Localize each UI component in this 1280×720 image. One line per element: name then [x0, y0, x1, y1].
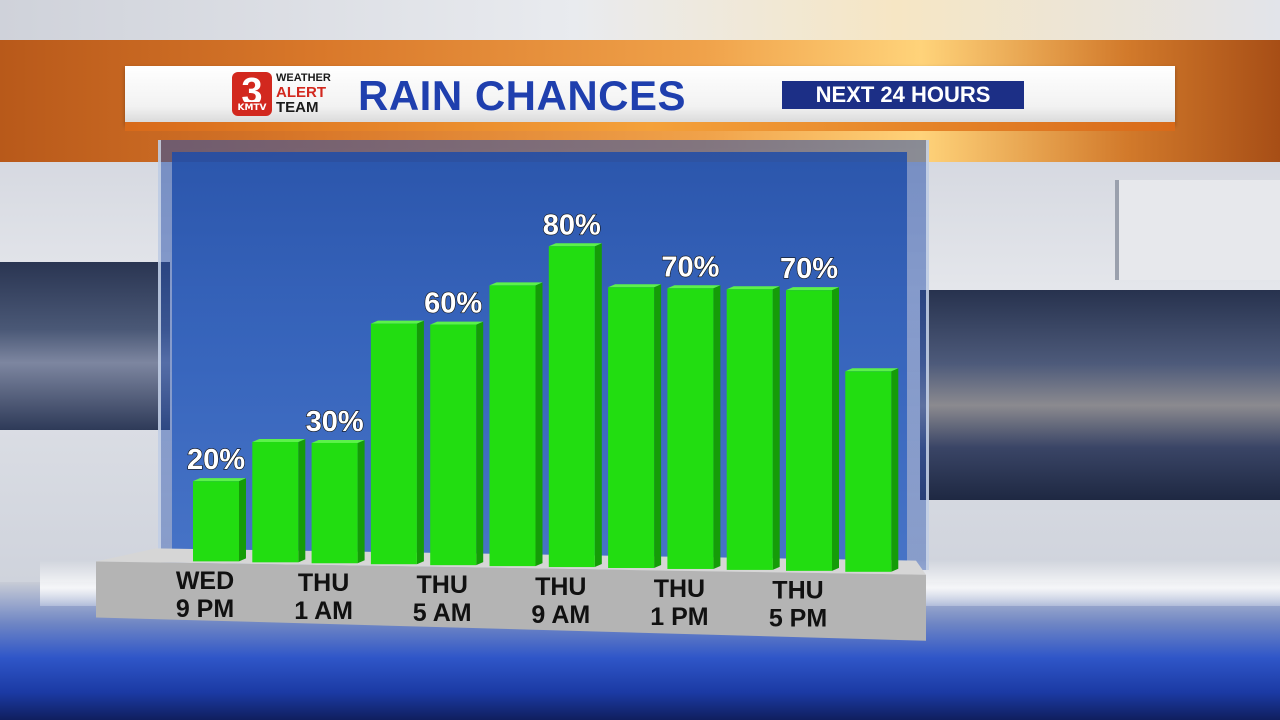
- x-tick-label: THU 5 AM: [413, 571, 472, 627]
- x-tick-label: THU 5 PM: [769, 577, 827, 633]
- logo-team-text: WEATHER ALERT TEAM: [276, 72, 354, 116]
- bar: [548, 243, 602, 568]
- bar-top: [489, 282, 543, 286]
- bar-front: [311, 442, 358, 564]
- station-logo: 3 KMTV WEATHER ALERT TEAM: [232, 72, 354, 116]
- bar-top: [667, 285, 721, 289]
- bar-side: [476, 321, 484, 566]
- bar-top: [193, 478, 246, 482]
- background-top: [0, 0, 1280, 40]
- logo-line-alert: ALERT: [276, 84, 326, 101]
- bar-side: [772, 286, 780, 570]
- chart-subtitle: NEXT 24 HOURS: [782, 81, 1024, 109]
- background-sky-right: [920, 290, 1280, 500]
- bar-front: [608, 287, 655, 569]
- logo-line-team: TEAM: [276, 99, 319, 116]
- bar-side: [416, 320, 424, 565]
- bar-front: [430, 324, 477, 566]
- bar-top: [370, 320, 424, 324]
- bar: [370, 320, 424, 565]
- chart-title: RAIN CHANCES: [358, 72, 687, 119]
- bar-top: [786, 287, 839, 291]
- bar-side: [891, 368, 899, 572]
- bar-top: [252, 439, 306, 443]
- bar: [608, 284, 662, 569]
- bar: [786, 287, 839, 571]
- bar-side: [832, 287, 839, 571]
- data-label: 70%: [661, 251, 719, 283]
- data-label: 60%: [424, 288, 482, 320]
- bar-front: [489, 285, 536, 567]
- data-label: 20%: [187, 444, 245, 476]
- bar-side: [357, 439, 365, 564]
- bar-front: [548, 246, 595, 568]
- bar-front: [370, 323, 417, 565]
- data-label: 70%: [780, 253, 838, 285]
- bar-top: [726, 286, 780, 290]
- bar: [845, 368, 899, 572]
- x-tick-label: WED 9 PM: [176, 567, 234, 623]
- bar-front: [252, 442, 299, 563]
- x-tick-labels: WED 9 PM THU 1 AM THU 5 AM THU 9 AM THU 1 PM THU 5 …: [176, 567, 827, 632]
- bar-side: [298, 439, 306, 563]
- logo-line-weather: WEATHER: [276, 72, 331, 84]
- data-label: 30%: [306, 406, 364, 438]
- bar-top: [548, 243, 602, 247]
- bar: [667, 285, 721, 569]
- bar: [726, 286, 780, 570]
- background-sky-left: [0, 262, 170, 430]
- bar-side: [535, 282, 543, 567]
- x-tick-label: THU 9 AM: [531, 573, 590, 629]
- bar-top: [845, 368, 899, 372]
- bar-side: [654, 284, 662, 569]
- bar: [252, 439, 306, 563]
- bar-side: [594, 243, 602, 568]
- bar-top: [430, 321, 484, 325]
- bar-side: [713, 285, 721, 569]
- x-tick-label: THU 1 PM: [650, 575, 708, 631]
- bar: [193, 478, 246, 562]
- bar-side: [239, 478, 246, 562]
- data-labels: 20% 30% 60% 80% 70% 70%: [186, 209, 838, 477]
- x-tick-label: THU 1 AM: [294, 569, 353, 625]
- bar-front: [845, 371, 892, 572]
- bar-front: [667, 288, 714, 569]
- chart-base-front: [96, 561, 926, 641]
- bar-top: [311, 439, 365, 443]
- data-label: 80%: [543, 209, 601, 241]
- bar-front: [193, 481, 239, 562]
- bar-front: [726, 289, 773, 570]
- bar-top: [608, 284, 662, 288]
- bar: [489, 282, 543, 567]
- background-panel-right: [1115, 180, 1280, 280]
- bar: [430, 321, 484, 566]
- bar-front: [786, 290, 832, 571]
- header-banner-stripe: [125, 122, 1175, 131]
- logo-station: KMTV: [234, 102, 270, 114]
- bars: [193, 243, 899, 572]
- bar: [311, 439, 365, 564]
